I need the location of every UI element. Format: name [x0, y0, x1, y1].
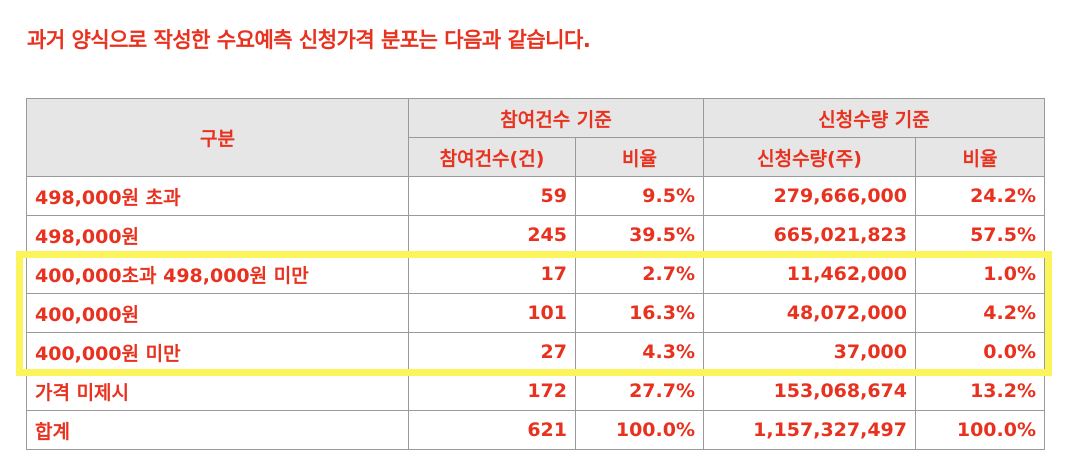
table-row: 가격 미제시 172 27.7% 153,068,674 13.2% — [26, 371, 1045, 411]
row-quantity: 665,021,823 — [703, 215, 916, 255]
row-quantity: 1,157,327,497 — [703, 410, 916, 450]
row-count: 245 — [408, 215, 576, 255]
row-quantity-ratio: 0.0% — [915, 332, 1045, 372]
header-participants-ratio: 비율 — [575, 137, 704, 177]
header-quantity-ratio: 비율 — [915, 137, 1045, 177]
row-count-ratio: 9.5% — [575, 176, 704, 216]
row-quantity-ratio: 100.0% — [915, 410, 1045, 450]
row-count: 621 — [408, 410, 576, 450]
row-category: 400,000초과 498,000원 미만 — [26, 254, 409, 294]
demand-forecast-table: 구분 참여건수 기준 신청수량 기준 참여건수(건) 비율 신청수량(주) 비율… — [26, 98, 1045, 450]
row-count: 27 — [408, 332, 576, 372]
row-category: 498,000원 — [26, 215, 409, 255]
table-row: 400,000원 미만 27 4.3% 37,000 0.0% — [26, 332, 1045, 372]
row-quantity: 37,000 — [703, 332, 916, 372]
row-quantity-ratio: 4.2% — [915, 293, 1045, 333]
row-count-ratio: 39.5% — [575, 215, 704, 255]
table-row-total: 합계 621 100.0% 1,157,327,497 100.0% — [26, 410, 1045, 450]
row-category: 합계 — [26, 410, 409, 450]
header-category: 구분 — [26, 98, 409, 177]
table-row: 498,000원 초과 59 9.5% 279,666,000 24.2% — [26, 176, 1045, 216]
row-count-ratio: 16.3% — [575, 293, 704, 333]
row-quantity-ratio: 57.5% — [915, 215, 1045, 255]
row-category: 가격 미제시 — [26, 371, 409, 411]
row-quantity: 11,462,000 — [703, 254, 916, 294]
header-group-participants: 참여건수 기준 — [408, 98, 704, 138]
header-group-quantity: 신청수량 기준 — [703, 98, 1045, 138]
row-quantity-ratio: 13.2% — [915, 371, 1045, 411]
row-count: 17 — [408, 254, 576, 294]
row-quantity: 279,666,000 — [703, 176, 916, 216]
row-count-ratio: 27.7% — [575, 371, 704, 411]
table-row: 400,000원 101 16.3% 48,072,000 4.2% — [26, 293, 1045, 333]
row-quantity-ratio: 24.2% — [915, 176, 1045, 216]
row-category: 498,000원 초과 — [26, 176, 409, 216]
row-category: 400,000원 — [26, 293, 409, 333]
row-count-ratio: 2.7% — [575, 254, 704, 294]
row-count-ratio: 100.0% — [575, 410, 704, 450]
row-quantity: 153,068,674 — [703, 371, 916, 411]
table-row: 498,000원 245 39.5% 665,021,823 57.5% — [26, 215, 1045, 255]
table-row: 400,000초과 498,000원 미만 17 2.7% 11,462,000… — [26, 254, 1045, 294]
row-quantity-ratio: 1.0% — [915, 254, 1045, 294]
row-count: 101 — [408, 293, 576, 333]
row-count: 59 — [408, 176, 576, 216]
row-quantity: 48,072,000 — [703, 293, 916, 333]
row-count-ratio: 4.3% — [575, 332, 704, 372]
row-category: 400,000원 미만 — [26, 332, 409, 372]
row-count: 172 — [408, 371, 576, 411]
page-heading: 과거 양식으로 작성한 수요예측 신청가격 분포는 다음과 같습니다. — [27, 28, 591, 52]
header-participants-count: 참여건수(건) — [408, 137, 576, 177]
header-quantity-amount: 신청수량(주) — [703, 137, 916, 177]
